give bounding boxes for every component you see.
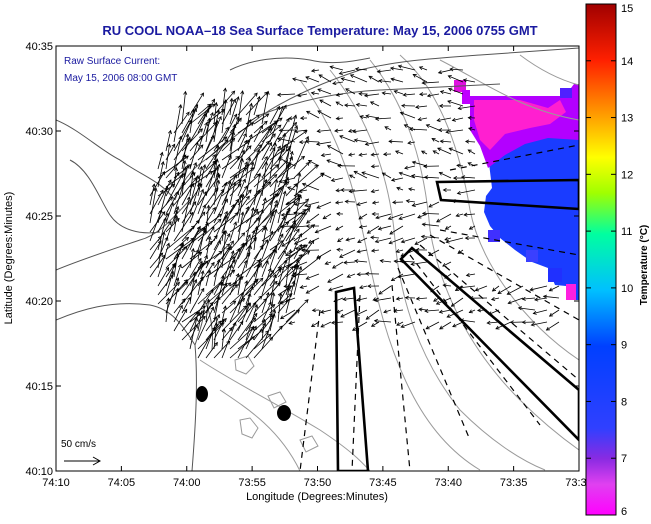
y-tick-label: 40:30: [25, 126, 53, 138]
plot-area: [56, 46, 579, 471]
colorbar-tick-label: 7: [621, 453, 627, 465]
figure-title: RU COOL NOAA–18 Sea Surface Temperature:…: [102, 23, 537, 38]
scale-label: 50 cm/s: [61, 439, 96, 450]
x-tick-label: 73:40: [434, 477, 462, 489]
sst-patch-bit-5: [548, 268, 562, 282]
colorbar-tick-label: 6: [621, 506, 627, 518]
y-tick-label: 40:25: [25, 211, 53, 223]
colorbar-gradient: [586, 4, 616, 515]
sst-patch-bit-6: [566, 284, 576, 300]
x-tick-label: 73:35: [500, 477, 528, 489]
x-tick-label: 73:45: [369, 477, 397, 489]
x-tick-label: 73:50: [304, 477, 332, 489]
mooring-site: [277, 405, 291, 421]
sst-patch-bit-4: [526, 250, 538, 262]
x-axis-label: Longitude (Degrees:Minutes): [246, 491, 388, 503]
x-tick-label: 74:00: [173, 477, 201, 489]
colorbar-tick-label: 11: [621, 226, 632, 238]
x-tick-label: 74:10: [42, 477, 70, 489]
colorbar-tick-label: 15: [621, 3, 633, 15]
colorbar-tick-label: 14: [621, 56, 633, 68]
sst-patch-bit-2: [462, 90, 470, 104]
colorbar-tick-label: 9: [621, 340, 627, 352]
colorbar-label: Temperature (°C): [639, 225, 650, 306]
y-axis-label: Latitude (Degrees:Minutes): [3, 192, 15, 325]
mooring-site: [196, 386, 208, 402]
y-tick-label: 40:20: [25, 296, 53, 308]
colorbar-tick-label: 13: [621, 113, 633, 125]
x-tick-label: 73:55: [238, 477, 266, 489]
colorbar-tick-label: 12: [621, 169, 633, 181]
overlay-line-2: May 15, 2006 08:00 GMT: [64, 73, 177, 84]
colorbar-tick-label: 10: [621, 283, 633, 295]
overlay-line-1: Raw Surface Current:: [64, 56, 160, 67]
y-tick-label: 40:15: [25, 381, 53, 393]
y-tick-label: 40:10: [25, 466, 53, 478]
colorbar-tick-label: 8: [621, 396, 627, 408]
sst-patch-bit-3: [560, 88, 572, 98]
y-tick-label: 40:35: [25, 41, 53, 53]
x-tick-label: 74:05: [108, 477, 136, 489]
colorbar: 15 14 13 12 11 10 9 8 7 6 Temperature (°C): [586, 3, 650, 518]
